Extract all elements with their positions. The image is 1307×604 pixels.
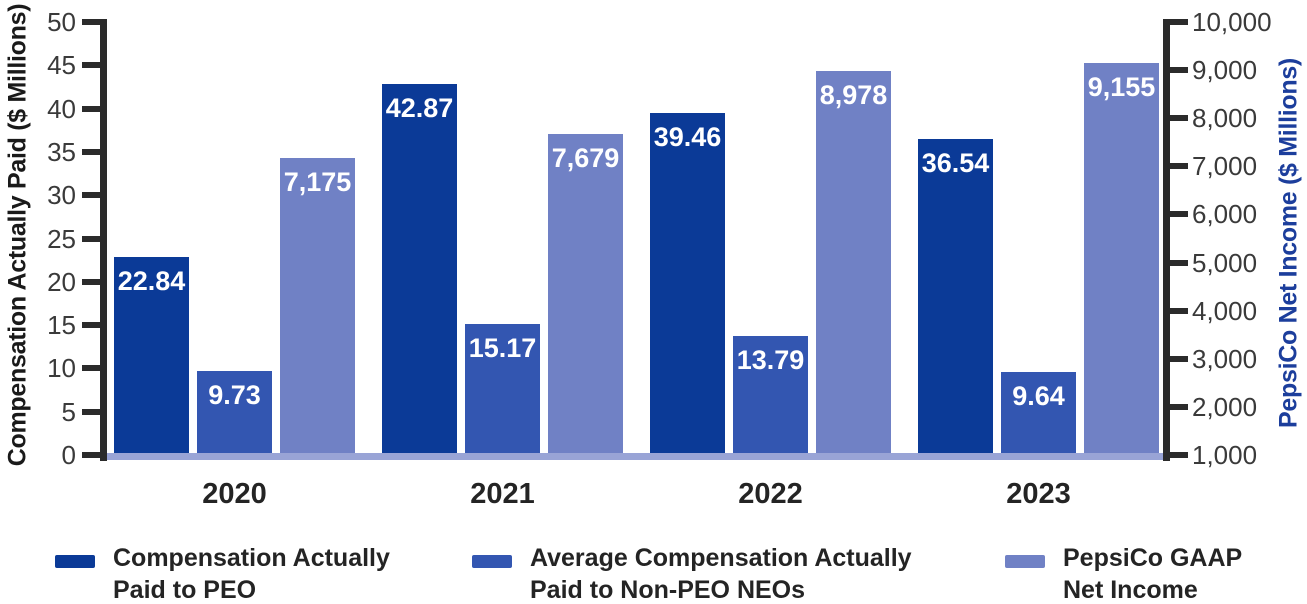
bar-value-label: 42.87 — [385, 92, 454, 123]
left-tick-label: 0 — [61, 440, 76, 470]
legend-swatch — [472, 555, 512, 568]
left-tick-mark — [82, 278, 100, 285]
bar — [918, 138, 993, 453]
left-tick-mark — [82, 19, 100, 25]
right-tick-label: 9,000 — [1192, 55, 1258, 86]
baseline-strip — [107, 453, 1163, 460]
right-tick-mark — [1170, 67, 1188, 74]
bar-value-label: 9.64 — [1012, 380, 1065, 411]
right-tick-mark — [1170, 163, 1188, 170]
bar — [1001, 371, 1076, 453]
left-tick-mark — [82, 408, 100, 415]
year-label: 2023 — [1006, 478, 1071, 510]
right-tick-label: 3,000 — [1192, 343, 1258, 374]
year-label: 2021 — [470, 478, 535, 510]
legend-label-line: Paid to Non-PEO NEOs — [530, 576, 806, 604]
left-tick-mark — [82, 365, 100, 372]
legend-swatch — [55, 555, 95, 568]
year-label: 2020 — [202, 478, 267, 510]
legend-label-line: PepsiCo GAAP — [1063, 544, 1243, 572]
right-axis-line — [1163, 19, 1170, 461]
right-tick-label: 6,000 — [1192, 199, 1258, 230]
left-tick-label: 15 — [47, 310, 76, 341]
legend-label-line: Average Compensation Actually — [530, 544, 912, 572]
right-tick-mark — [1170, 211, 1188, 218]
legend-label-line: Compensation Actually — [113, 544, 390, 572]
left-axis-line — [100, 19, 107, 461]
right-tick-label: 2,000 — [1192, 391, 1258, 422]
bar-value-label: 13.79 — [736, 344, 805, 375]
right-tick-mark — [1170, 403, 1188, 410]
left-tick-label: 50 — [47, 7, 76, 37]
left-tick-mark — [82, 192, 100, 199]
left-tick-mark — [82, 322, 100, 329]
left-tick-label: 10 — [47, 353, 76, 384]
bar-value-label: 7,679 — [551, 142, 620, 173]
legend-label: PepsiCo GAAP Net Income — [1063, 542, 1242, 604]
left-tick-mark — [82, 105, 100, 112]
right-tick-label: 4,000 — [1192, 295, 1258, 326]
right-tick-mark — [1170, 307, 1188, 314]
bar — [197, 370, 272, 453]
bar-value-label: 8,978 — [819, 80, 888, 111]
legend-label-line: Net Income — [1063, 576, 1198, 604]
right-tick-label: 7,000 — [1192, 151, 1258, 182]
bar-value-label: 15.17 — [468, 332, 537, 363]
bar — [1084, 62, 1159, 453]
bar — [650, 113, 725, 453]
right-tick-mark — [1170, 259, 1188, 266]
right-tick-label: 5,000 — [1192, 247, 1258, 278]
left-tick-mark — [82, 148, 100, 155]
bar — [465, 323, 540, 453]
bar-value-label: 7,175 — [283, 166, 352, 197]
legend-swatch — [1005, 555, 1045, 568]
bar — [548, 133, 623, 453]
left-tick-label: 45 — [47, 50, 76, 81]
bar-value-label: 39.46 — [653, 122, 722, 153]
year-label: 2022 — [738, 478, 803, 510]
bar-value-label: 9,155 — [1087, 71, 1156, 102]
right-tick-label: 10,000 — [1192, 7, 1272, 37]
legend-label-line: Paid to PEO — [113, 576, 257, 604]
left-tick-label: 25 — [47, 223, 76, 254]
right-tick-mark — [1170, 115, 1188, 122]
right-tick-label: 1,000 — [1192, 440, 1258, 470]
right-tick-mark — [1170, 19, 1188, 25]
left-tick-mark — [82, 452, 100, 458]
right-tick-label: 8,000 — [1192, 103, 1258, 134]
bar — [382, 83, 457, 453]
bar-value-label: 22.84 — [117, 266, 186, 297]
right-tick-mark — [1170, 452, 1188, 458]
legend-label: Average Compensation Actually Paid to Non… — [530, 542, 912, 604]
bar-value-label: 9.73 — [208, 379, 261, 410]
bar — [733, 335, 808, 453]
left-tick-mark — [82, 62, 100, 69]
left-tick-mark — [82, 235, 100, 242]
bar — [280, 157, 355, 453]
bar — [816, 71, 891, 453]
bar-value-label: 36.54 — [921, 147, 990, 178]
left-tick-label: 20 — [47, 266, 76, 297]
bar — [114, 257, 189, 453]
left-tick-label: 5 — [61, 396, 76, 427]
left-tick-label: 30 — [47, 180, 76, 211]
right-tick-mark — [1170, 355, 1188, 362]
left-tick-label: 35 — [47, 136, 76, 167]
left-tick-label: 40 — [47, 93, 76, 124]
legend-label: Compensation Actually Paid to PEO — [113, 542, 390, 604]
